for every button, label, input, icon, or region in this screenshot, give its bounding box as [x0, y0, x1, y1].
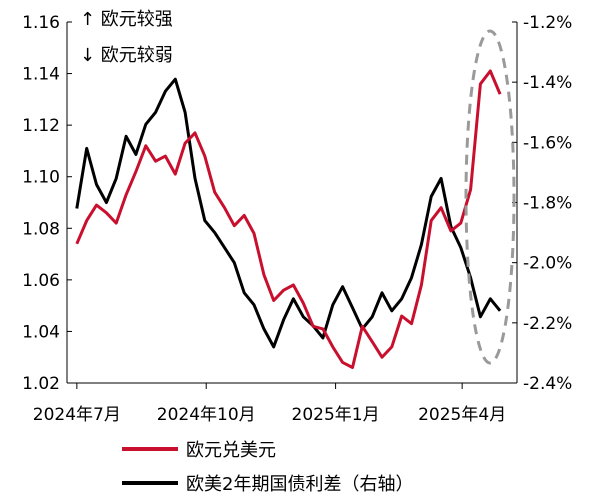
annotation-euro-weaker: ↓ 欧元较弱 [80, 45, 173, 66]
left-tick-label: 1.02 [22, 374, 60, 394]
left-tick-label: 1.04 [22, 322, 60, 342]
x-axis-ticks: 2024年7月 2024年10月 2025年1月 2025年4月 [33, 383, 506, 425]
highlight-ellipse [464, 29, 516, 365]
left-tick-label: 1.06 [22, 271, 60, 291]
annotation-euro-stronger: ↑ 欧元较强 [80, 9, 173, 30]
series-layer [75, 69, 502, 369]
left-tick-label: 1.08 [22, 219, 60, 239]
right-tick-label: -1.2% [523, 13, 572, 33]
series-line-eurusd [75, 69, 502, 369]
left-tick-label: 1.14 [22, 65, 60, 85]
legend-label-eurusd: 欧元兑美元 [186, 440, 276, 461]
left-tick-label: 1.12 [22, 116, 60, 136]
right-tick-label: -2.2% [523, 314, 572, 334]
right-tick-label: -1.4% [523, 73, 572, 93]
legend: 欧元兑美元 欧美2年期国债利差（右轴） [122, 440, 413, 495]
legend-label-spread: 欧美2年期国债利差（右轴） [186, 474, 413, 495]
x-tick-label: 2025年4月 [418, 405, 506, 425]
right-tick-label: -2.4% [523, 374, 572, 394]
x-tick-label: 2024年10月 [157, 405, 256, 425]
right-tick-label: -2.0% [523, 254, 572, 274]
right-axis-ticks: -1.2% -1.4% -1.6% -1.8% -2.0% -2.2% -2.4% [512, 13, 572, 394]
left-tick-label: 1.10 [22, 168, 60, 188]
right-tick-label: -1.8% [523, 194, 572, 214]
left-tick-label: 1.16 [22, 13, 60, 33]
x-tick-label: 2024年7月 [33, 405, 121, 425]
series-line-spread [75, 77, 502, 349]
right-tick-label: -1.6% [523, 133, 572, 153]
left-axis-ticks: 1.02 1.04 1.06 1.08 1.10 1.12 1.14 1.16 [22, 13, 72, 394]
x-tick-label: 2025年1月 [292, 405, 380, 425]
